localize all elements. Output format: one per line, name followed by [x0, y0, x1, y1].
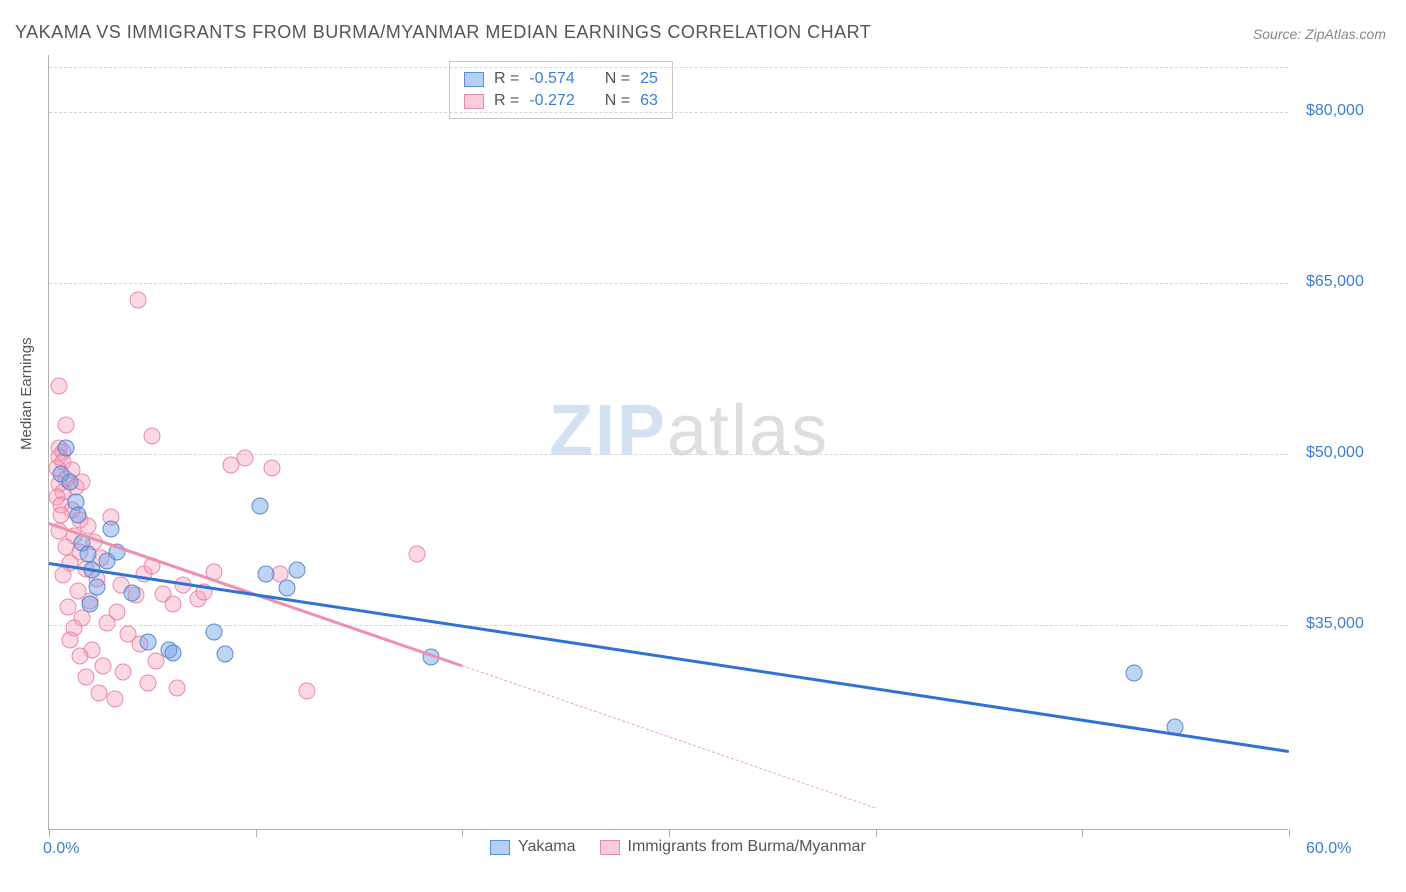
source-attribution: Source: ZipAtlas.com — [1253, 26, 1386, 42]
data-point — [258, 565, 275, 582]
data-point — [165, 596, 182, 613]
swatch-blue — [464, 72, 484, 87]
data-point — [57, 417, 74, 434]
chart-title: YAKAMA VS IMMIGRANTS FROM BURMA/MYANMAR … — [15, 22, 871, 43]
data-point — [299, 682, 316, 699]
data-point — [264, 459, 281, 476]
legend-row-burma: R = -0.272 N = 63 — [464, 90, 658, 112]
data-point — [107, 690, 124, 707]
data-point — [237, 450, 254, 467]
y-axis-label: Median Earnings — [18, 337, 35, 450]
legend-item-burma: Immigrants from Burma/Myanmar — [600, 838, 866, 856]
watermark-atlas: atlas — [667, 391, 829, 471]
y-tick-label: $80,000 — [1306, 102, 1364, 120]
data-point — [61, 474, 78, 491]
data-point — [289, 562, 306, 579]
x-tick — [669, 829, 670, 837]
legend-label-burma: Immigrants from Burma/Myanmar — [628, 838, 866, 856]
data-point — [88, 579, 105, 596]
x-tick-label-min: 0.0% — [43, 840, 79, 858]
data-point — [1126, 664, 1143, 681]
n-value-yakama: 25 — [640, 70, 658, 88]
data-point — [51, 377, 68, 394]
swatch-blue — [490, 840, 510, 855]
x-tick — [1082, 829, 1083, 837]
gridline — [49, 454, 1288, 455]
data-point — [69, 507, 86, 524]
x-tick — [256, 829, 257, 837]
data-point — [53, 507, 70, 524]
x-tick-label-max: 60.0% — [1306, 840, 1351, 858]
data-point — [98, 614, 115, 631]
watermark: ZIPatlas — [549, 390, 829, 472]
data-point — [140, 633, 157, 650]
n-label: N = — [605, 92, 630, 110]
r-value-burma: -0.272 — [529, 92, 574, 110]
x-tick — [876, 829, 877, 837]
plot-area: ZIPatlas R = -0.574 N = 25 R = -0.272 N … — [48, 55, 1288, 830]
legend-item-yakama: Yakama — [490, 838, 576, 856]
y-tick-label: $65,000 — [1306, 273, 1364, 291]
y-tick-label: $50,000 — [1306, 444, 1364, 462]
data-point — [72, 647, 89, 664]
data-point — [140, 674, 157, 691]
data-point — [78, 669, 95, 686]
data-point — [57, 440, 74, 457]
data-point — [90, 685, 107, 702]
n-label: N = — [605, 70, 630, 88]
data-point — [115, 663, 132, 680]
n-value-burma: 63 — [640, 92, 658, 110]
data-point — [129, 292, 146, 309]
data-point — [94, 657, 111, 674]
y-tick-label: $35,000 — [1306, 615, 1364, 633]
swatch-pink — [600, 840, 620, 855]
r-label: R = — [494, 70, 519, 88]
trend-line — [462, 665, 876, 808]
data-point — [216, 646, 233, 663]
data-point — [165, 645, 182, 662]
watermark-zip: ZIP — [549, 391, 667, 471]
data-point — [103, 521, 120, 538]
data-point — [61, 631, 78, 648]
correlation-legend: R = -0.574 N = 25 R = -0.272 N = 63 — [449, 61, 673, 119]
data-point — [80, 546, 97, 563]
data-point — [55, 566, 72, 583]
data-point — [251, 498, 268, 515]
data-point — [144, 427, 161, 444]
legend-label-yakama: Yakama — [518, 838, 576, 856]
data-point — [169, 679, 186, 696]
data-point — [82, 596, 99, 613]
gridline — [49, 283, 1288, 284]
legend-row-yakama: R = -0.574 N = 25 — [464, 68, 658, 90]
x-tick — [1289, 829, 1290, 837]
data-point — [408, 546, 425, 563]
gridline — [49, 112, 1288, 113]
series-legend: Yakama Immigrants from Burma/Myanmar — [490, 838, 866, 856]
data-point — [123, 584, 140, 601]
data-point — [278, 580, 295, 597]
gridline — [49, 67, 1288, 68]
data-point — [206, 623, 223, 640]
gridline — [49, 625, 1288, 626]
data-point — [59, 598, 76, 615]
x-tick — [49, 829, 50, 837]
trend-line — [49, 562, 1289, 753]
r-value-yakama: -0.574 — [529, 70, 574, 88]
r-label: R = — [494, 92, 519, 110]
x-tick — [462, 829, 463, 837]
swatch-pink — [464, 94, 484, 109]
